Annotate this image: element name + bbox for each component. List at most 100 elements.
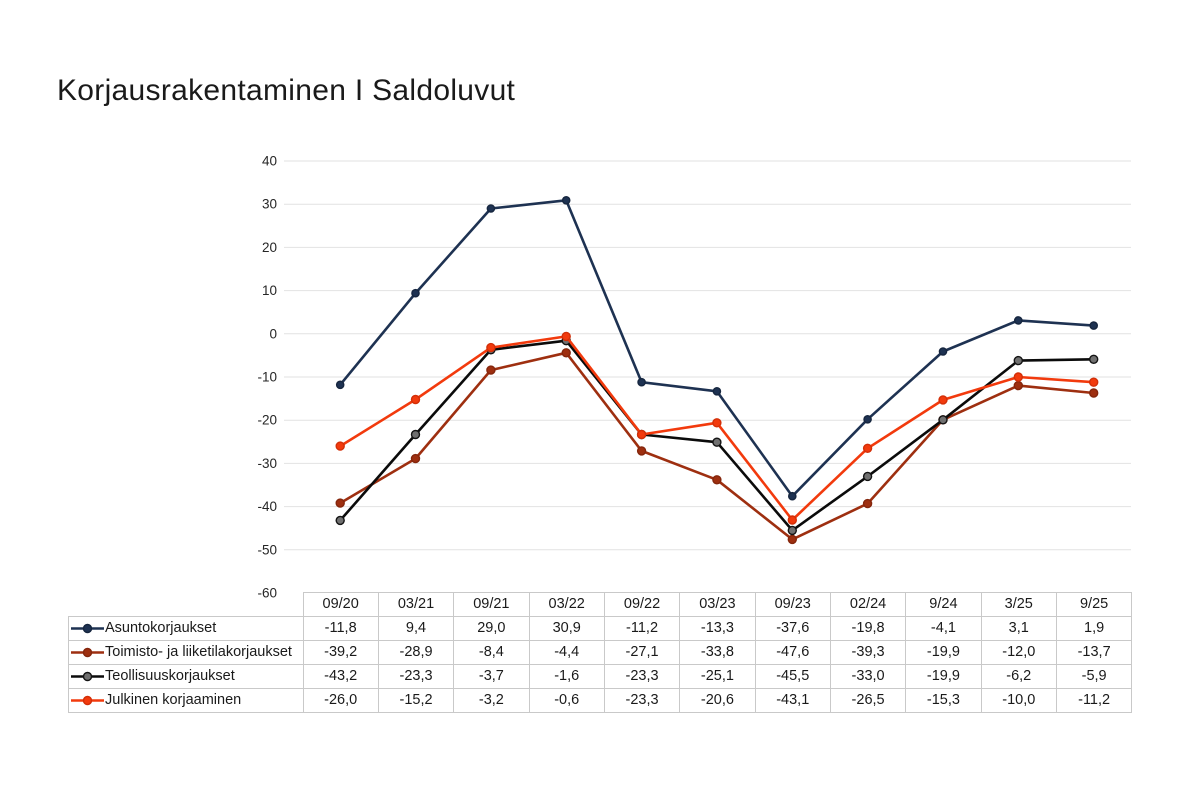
data-point [410,429,421,440]
data-point [788,491,797,501]
value-cell: 9,4 [377,616,455,641]
table-corner-cell [69,593,304,617]
data-point [712,418,722,428]
value-cell: 29,0 [453,616,530,641]
data-point [335,380,345,390]
chart-title: Korjausrakentaminen I Saldoluvut [57,74,516,107]
value-cell: -4,4 [528,640,605,665]
value-cell: -19,9 [905,664,982,689]
legend-marker-icon [71,695,104,706]
value-cell: -3,7 [453,664,530,689]
table-row: Toimisto- ja liiketilakorjaukset -39,2 -28… [68,640,1133,665]
value-cell: -13,3 [679,616,756,641]
y-axis-tick-label: -20 [257,413,277,428]
value-cell: -37,6 [754,616,831,641]
value-cell: -39,3 [829,640,907,665]
series-line-teollisuuskorjaukset [338,339,1095,532]
value-cell: -47,6 [754,640,831,665]
y-axis-tick-label: 20 [262,240,277,255]
value-cell: -43,2 [302,664,379,689]
value-cell: -0,6 [528,688,605,713]
data-point [637,377,646,387]
data-point [335,515,345,526]
data-point [636,429,647,440]
period-header-cell: 03/21 [377,592,455,617]
value-cell: -33,8 [679,640,756,665]
data-point [335,441,345,451]
series-name-cell: Asuntokorjaukset [68,616,304,641]
data-point [335,498,345,508]
y-axis-tick-label: -30 [257,456,277,471]
data-point [712,437,722,447]
value-cell: -26,5 [829,688,907,713]
value-cell: -26,0 [302,688,379,713]
y-axis-tick-label: -40 [257,499,277,514]
period-header-cell: 03/22 [528,592,605,617]
value-cell: -33,0 [829,664,907,689]
data-point [1089,321,1098,330]
data-point [1013,372,1023,382]
data-table: 09/20 03/21 09/21 03/22 09/22 03/23 09/23 02/24… [68,592,1133,713]
value-cell: -1,6 [528,664,605,689]
data-point [486,365,496,375]
data-point [1088,354,1099,364]
value-cell: -15,2 [377,688,455,713]
value-cell: 3,1 [980,616,1057,641]
value-cell: -19,9 [905,640,982,665]
value-cell: -8,4 [453,640,530,665]
value-cell: -19,8 [829,616,907,641]
value-cell: -12,0 [980,640,1057,665]
data-point [486,342,496,353]
series-name-label: Asuntokorjaukset [105,620,217,636]
data-point [862,471,873,482]
data-point [938,395,948,405]
data-point [863,414,872,424]
period-header-cell: 02/24 [829,592,907,617]
series-name-label: Julkinen korjaaminen [105,692,242,708]
legend-marker-icon [71,647,104,658]
period-header-cell: 9/24 [905,592,982,617]
series-name-cell: Teollisuuskorjaukset [68,664,304,689]
y-axis-tick-label: 40 [262,154,277,169]
series-name-cell: Toimisto- ja liiketilakorjaukset [68,640,304,665]
data-point [1013,380,1023,391]
series-name-label: Teollisuuskorjaukset [105,668,235,684]
y-axis-tick-label: -10 [257,370,277,385]
data-point [410,453,421,464]
data-point [862,443,873,453]
value-cell: -20,6 [679,688,756,713]
value-cell: -13,7 [1055,640,1133,665]
value-cell: -23,3 [603,688,681,713]
data-point [938,347,948,356]
value-cell: -4,1 [905,616,982,641]
value-cell: -23,3 [377,664,455,689]
y-axis-tick-label: -60 [257,586,277,601]
data-point [787,534,797,545]
period-header-cell: 09/22 [603,592,681,617]
data-point [561,348,571,358]
table-row: Julkinen korjaaminen -26,0 -15,2 -3,2 -0,6 -2… [68,688,1133,713]
period-header-cell: 09/21 [453,592,530,617]
value-cell: -5,9 [1055,664,1133,689]
data-point [787,515,797,525]
data-point [712,386,722,396]
value-cell: -23,3 [603,664,681,689]
value-cell: -43,1 [754,688,831,713]
value-cell: -39,2 [302,640,379,665]
data-point [1014,316,1023,325]
period-header-cell: 09/23 [754,592,831,617]
data-point [1013,355,1023,366]
data-point [561,195,571,205]
value-cell: -11,2 [1055,688,1133,713]
value-cell: -28,9 [377,640,455,665]
period-header-cell: 03/23 [679,592,756,617]
y-axis-tick-label: -50 [257,542,277,557]
value-cell: -25,1 [679,664,756,689]
series-line-julkinen-korjaaminen [338,335,1095,522]
legend-marker-icon [71,671,104,682]
series-line-asuntokorjaukset [338,199,1095,498]
data-point [636,446,647,456]
y-axis-tick-label: 30 [262,197,277,212]
